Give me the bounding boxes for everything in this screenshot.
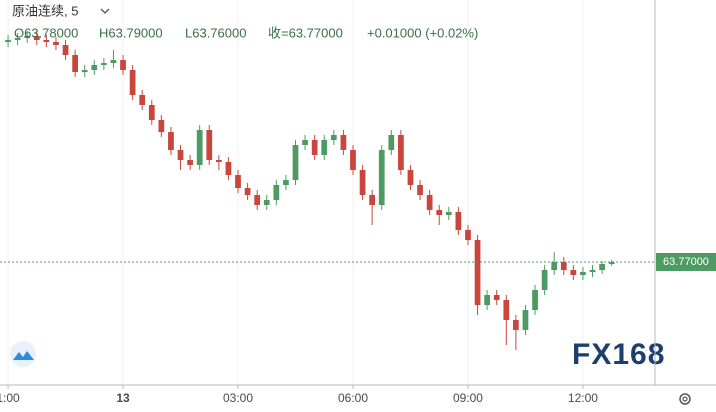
x-tick-label: 12:00 [568, 391, 598, 405]
settings-icon[interactable] [679, 393, 691, 405]
candle-body [580, 272, 586, 275]
price-label: 63.77000 [663, 256, 709, 268]
candle-body [493, 295, 500, 300]
candle-body [407, 170, 414, 185]
x-tick-label: 13 [116, 391, 130, 405]
candle-body [244, 188, 251, 195]
x-tick-label: 03:00 [223, 391, 253, 405]
symbol: 原油连续, 5 [12, 3, 78, 18]
logo[interactable] [10, 341, 36, 367]
x-tick-label: 09:00 [453, 391, 483, 405]
candle-body [388, 135, 395, 150]
candle-body [168, 132, 174, 150]
candle-body [14, 38, 21, 40]
candle-body [321, 140, 328, 155]
candle-body [91, 65, 98, 70]
candle-body [359, 170, 366, 195]
candle-body [311, 140, 318, 155]
close-label: 收=63.77000 [268, 25, 343, 40]
candle-body [340, 135, 347, 150]
candle-body [302, 140, 308, 145]
candle-body [129, 70, 136, 95]
candle-body [532, 290, 538, 310]
candle-body [206, 130, 213, 160]
candle-body [24, 36, 31, 38]
x-tick-label: 1:00 [0, 391, 20, 405]
candle-body [445, 212, 452, 215]
candle-body [72, 55, 78, 72]
candles [5, 31, 615, 350]
candle-body [225, 162, 232, 175]
candle-body [378, 150, 385, 205]
price-label-box [656, 253, 716, 271]
candle-body [187, 160, 193, 165]
candle-body [235, 175, 241, 188]
candle-body [62, 45, 69, 55]
candle-body [599, 264, 605, 270]
candle-body [369, 195, 376, 205]
candle-body [273, 185, 280, 200]
candle-body [417, 185, 423, 195]
candle-body [120, 60, 126, 70]
candle-body [570, 270, 577, 275]
candle-body [100, 63, 107, 65]
candle-body [484, 295, 491, 305]
candle-body [474, 240, 481, 305]
candle-body [330, 135, 337, 140]
candle-body [522, 310, 529, 330]
candle-body [551, 262, 558, 270]
low-label: L63.76000 [185, 25, 246, 40]
dropdown-icon[interactable] [100, 8, 110, 14]
x-tick-label: 06:00 [338, 391, 368, 405]
candle-body [541, 270, 548, 290]
candle-body [33, 36, 40, 40]
candle-body [139, 95, 146, 105]
candle-body [455, 212, 462, 230]
watermark: FX168 [572, 338, 665, 371]
candle-body [53, 42, 59, 45]
candle-body [465, 230, 471, 240]
candle-body [158, 120, 165, 132]
candle-body [43, 40, 50, 42]
candle-body [398, 135, 404, 170]
candle-body [283, 180, 289, 185]
candle-body [5, 40, 11, 42]
candle-body [513, 320, 519, 330]
candle-body [560, 262, 567, 270]
candle-body [608, 262, 615, 264]
high-label: H63.79000 [99, 25, 163, 40]
change-label: +0.01000 (+0.02%) [367, 25, 478, 40]
candle-body [503, 300, 510, 320]
candle-body [350, 150, 356, 170]
candle-body [148, 105, 155, 120]
candle-body [81, 70, 88, 72]
open-label: O63.78000 [14, 25, 78, 40]
candle-body [215, 160, 222, 162]
candle-body [426, 195, 433, 210]
candle-body [292, 145, 299, 180]
candle-body [110, 60, 117, 63]
candle-body [436, 210, 443, 215]
candle-body [177, 150, 184, 160]
candle-body [263, 200, 270, 205]
candle-body [196, 130, 203, 165]
candle-body [589, 270, 596, 272]
candle-body [254, 195, 261, 205]
